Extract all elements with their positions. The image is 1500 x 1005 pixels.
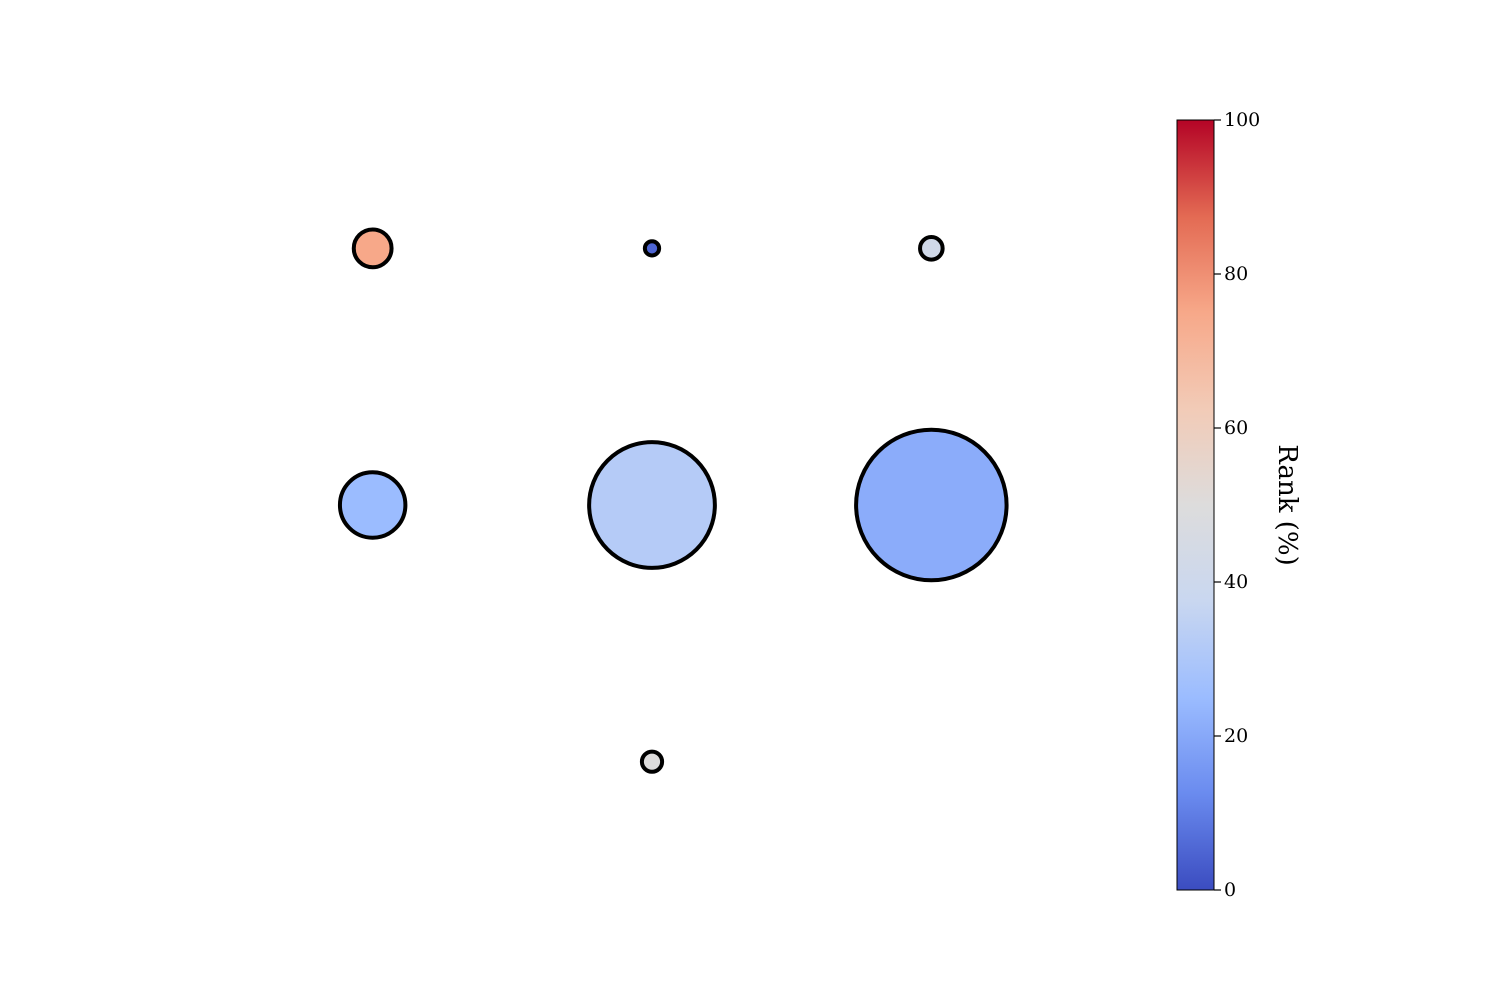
colorbar-tick-label: 100: [1224, 109, 1260, 131]
scatter-point-7: [639, 749, 665, 774]
colorbar-tick-label: 60: [1224, 417, 1248, 439]
scatter-point-1: [351, 227, 394, 270]
scatter-point-3: [918, 235, 945, 262]
colorbar-ticks: 0 20 40 60 80 100: [1214, 109, 1260, 901]
scatter-point-6: [854, 427, 1009, 583]
colorbar-tick-label: 40: [1224, 571, 1248, 593]
scatter-point-2: [642, 239, 662, 258]
colorbar: 0 20 40 60 80 100 Rank (%): [1176, 109, 1302, 901]
colorbar-tick-label: 20: [1224, 725, 1248, 747]
colorbar-label: Rank (%): [1272, 444, 1302, 565]
scatter-point-4: [337, 470, 408, 540]
scatter-point-5: [587, 440, 717, 570]
colorbar-tick-label: 80: [1224, 263, 1248, 285]
scatter-points: [337, 227, 1009, 774]
colorbar-gradient-bar: [1176, 119, 1215, 891]
colorbar-tick-label: 0: [1224, 879, 1236, 901]
